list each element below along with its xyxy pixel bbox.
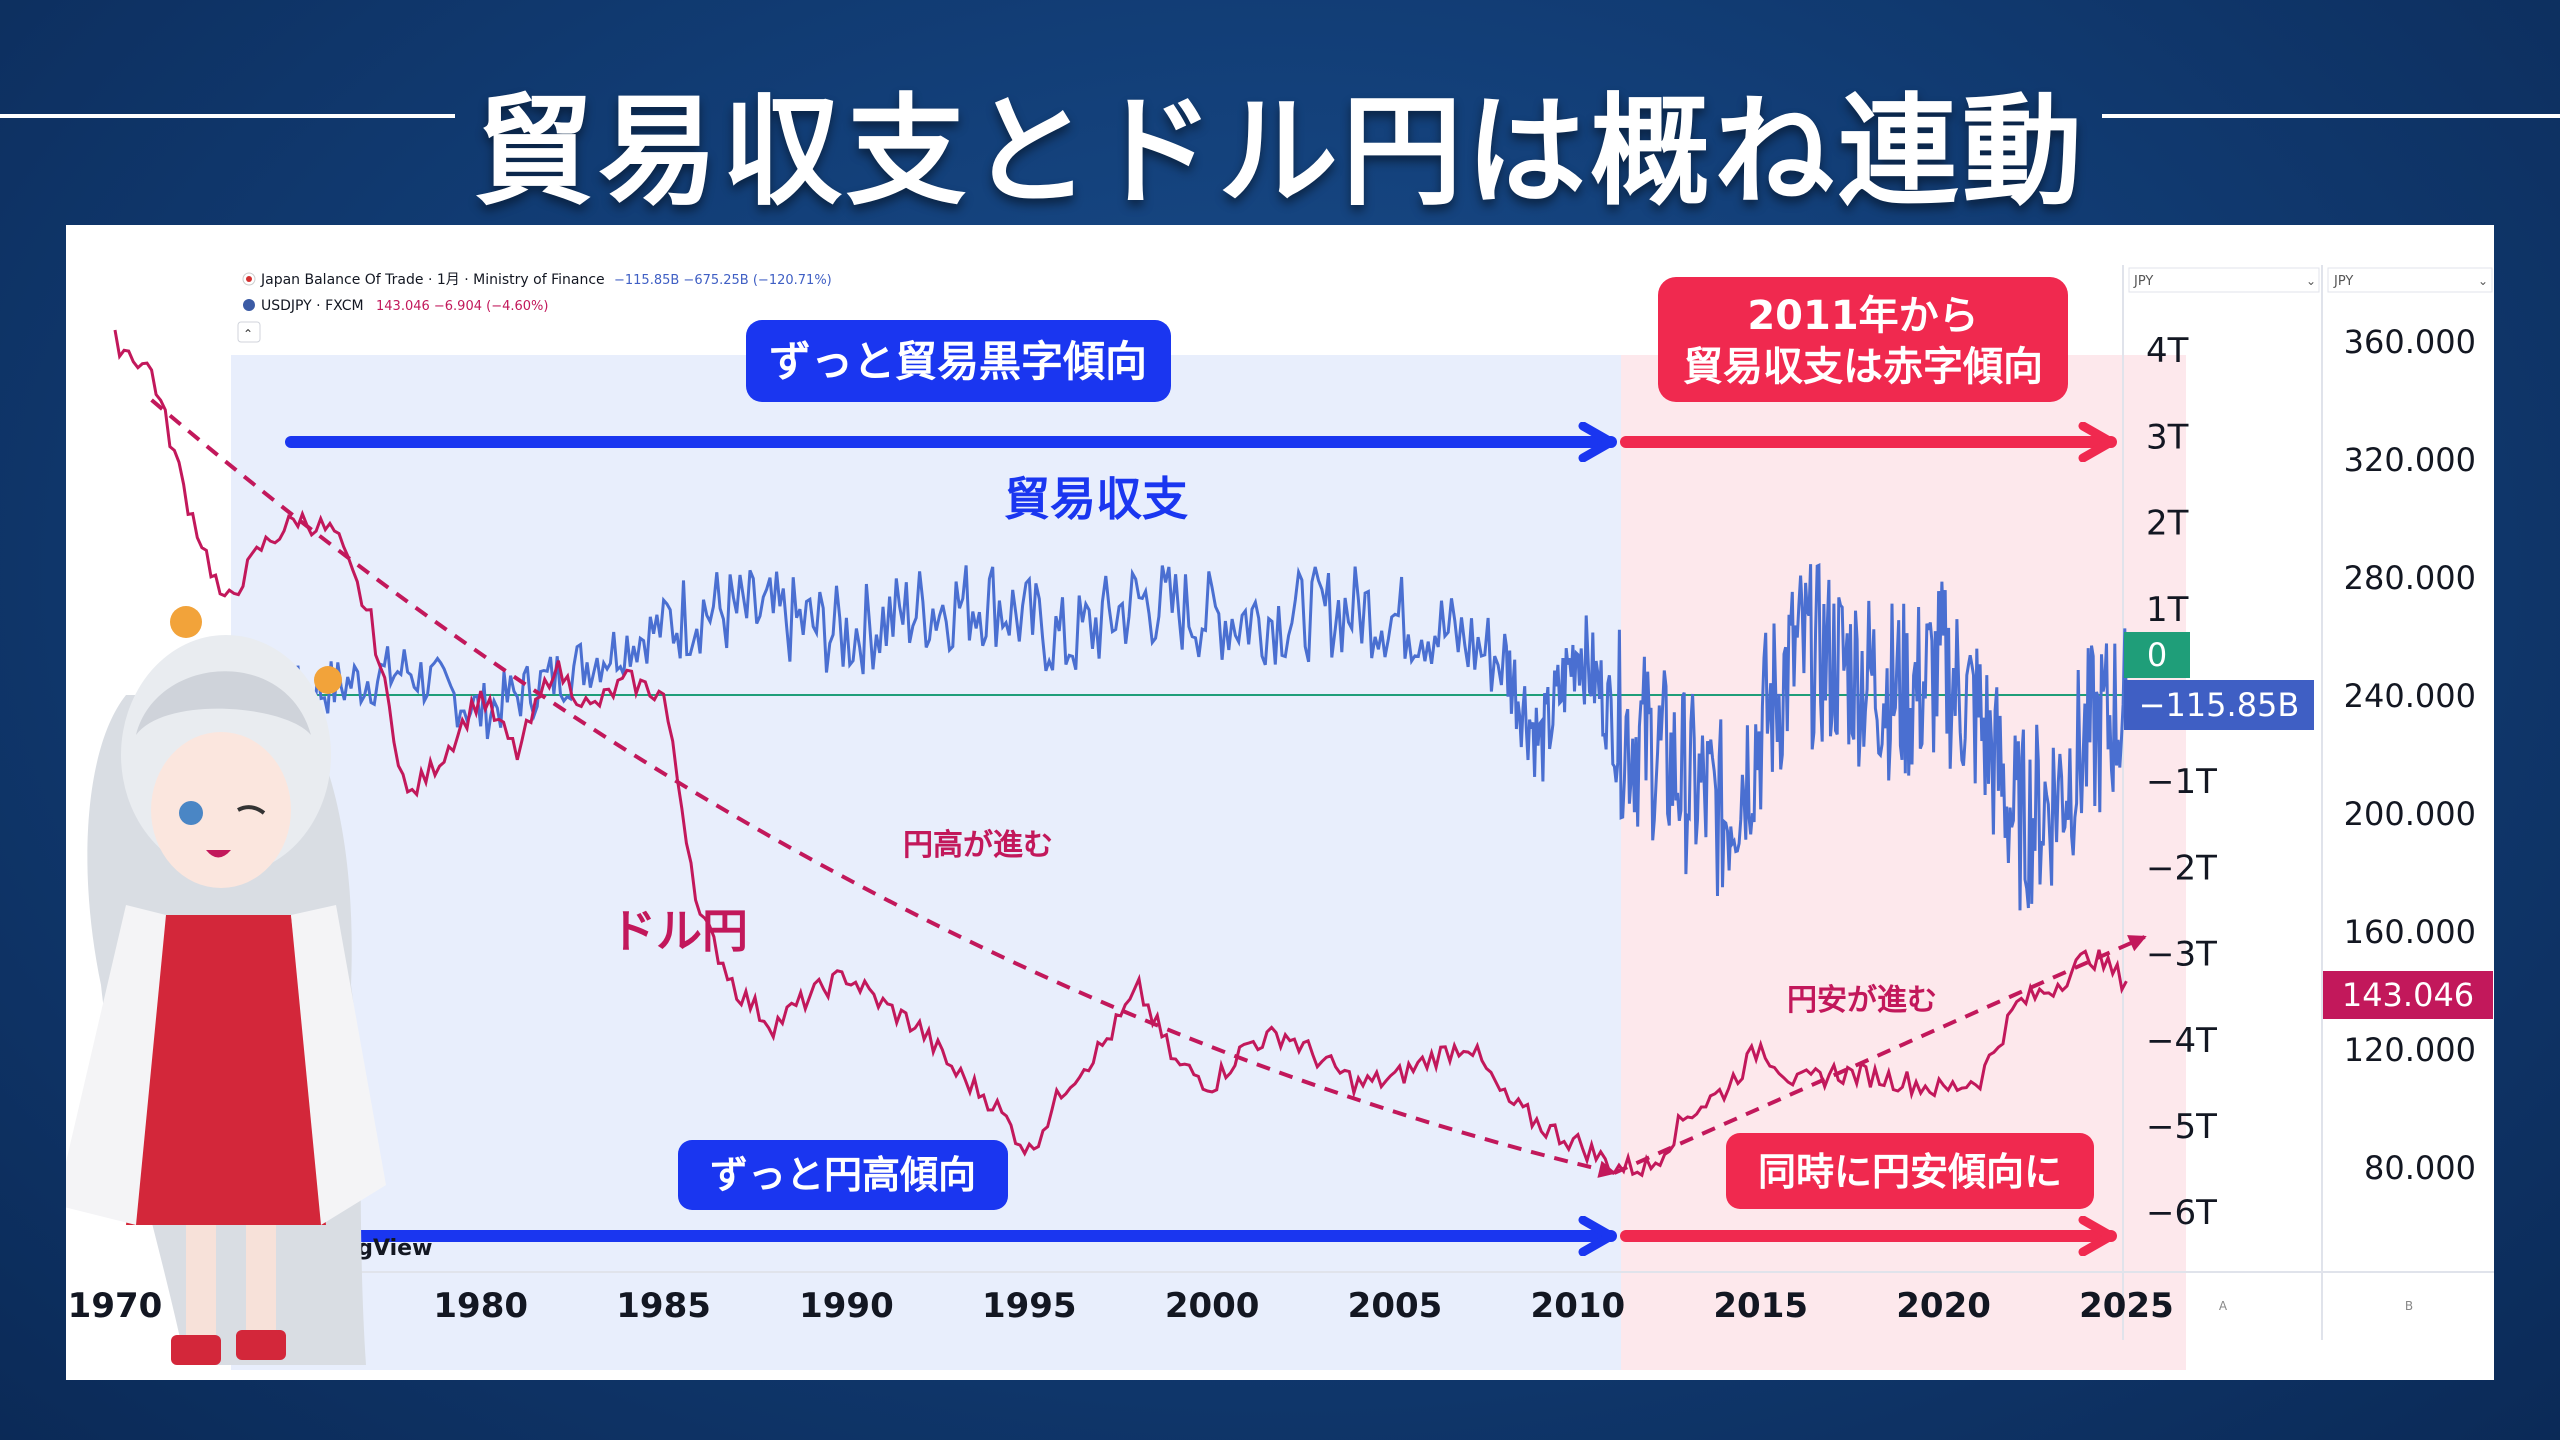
title-rule-right	[2102, 114, 2560, 118]
usdjpy-tick-label: 360.000	[2344, 323, 2476, 361]
zero-value-label: 0	[2147, 636, 2167, 674]
scale-a-unit-box[interactable]	[2128, 267, 2320, 293]
usdjpy-current-box	[2323, 971, 2493, 1019]
weak-yen-era-label: 同時に円安傾向に	[1758, 1150, 2062, 1194]
scale-b-unit: JPY	[2333, 274, 2353, 289]
usdjpy-current-value: 143.046	[2342, 976, 2474, 1014]
trade-balance-tick-label: −2T	[2146, 848, 2217, 888]
usdjpy-line	[113, 329, 2128, 1178]
deficit-era-label-line1: 2011年から	[1747, 293, 1978, 339]
x-tick-label: 1985	[616, 1286, 711, 1326]
legend-trade-balance[interactable]: Japan Balance Of Trade · 1月 · Ministry o…	[260, 272, 605, 288]
x-tick-label: 2020	[1896, 1286, 1991, 1326]
trade-balance-tick-label: −1T	[2146, 762, 2217, 802]
trade-balance-label: 貿易収支	[1004, 472, 1188, 526]
page-title: 貿易収支とドル円は概ね連動	[474, 83, 2086, 222]
x-tick-label: 1980	[433, 1286, 528, 1326]
chevron-down-icon[interactable]: ⌄	[2306, 274, 2316, 288]
usdjpy-tick-label: 280.000	[2344, 559, 2476, 597]
usdjpy-tick-label: 200.000	[2344, 795, 2476, 833]
trend-line-yen-strengthens	[150, 398, 1617, 1178]
zero-value-box	[2124, 632, 2190, 678]
x-tick-label: 1970	[68, 1286, 163, 1326]
usdjpy-label: ドル円	[610, 904, 748, 958]
x-tick-label: 2025	[2079, 1286, 2174, 1326]
x-tick-label: 2000	[1165, 1286, 1260, 1326]
x-tick-label: 1990	[799, 1286, 894, 1326]
usdjpy-tick-label: 120.000	[2344, 1031, 2476, 1069]
trade-balance-current-value: −115.85B	[2139, 686, 2300, 724]
legend-collapse-button[interactable]	[237, 321, 261, 343]
trade-balance-tick-label: 3T	[2146, 417, 2189, 457]
flag-us-icon	[243, 299, 255, 311]
legend-usdjpy[interactable]: USDJPY · FXCM	[261, 298, 364, 314]
surplus-era-label-box	[746, 320, 1171, 402]
deficit-era-label-line2: 貿易収支は赤字傾向	[1683, 344, 2043, 390]
character-illustration	[66, 606, 386, 1365]
usdjpy-axis: 360.000 320.000 280.000 240.000 200.000 160.0…	[2344, 323, 2476, 1187]
chart: JPY ⌄ JPY ⌄ Japan Balance Of Trade · 1月 …	[66, 265, 2494, 1370]
trade-balance-current-box	[2124, 680, 2314, 730]
series-trade-balance	[187, 562, 2128, 911]
trade-balance-line	[187, 562, 2128, 911]
series-usdjpy	[113, 329, 2128, 1178]
x-tick-label: 2015	[1713, 1286, 1808, 1326]
x-tick-label: 1995	[982, 1286, 1077, 1326]
usdjpy-tick-label: 80.000	[2364, 1149, 2476, 1187]
trade-balance-tick-label: −5T	[2146, 1107, 2217, 1147]
deficit-era-label-box	[1658, 277, 2068, 402]
usdjpy-tick-label: 160.000	[2344, 913, 2476, 951]
scale-b-unit-box[interactable]	[2327, 267, 2493, 293]
flag-japan-dot	[246, 276, 252, 282]
strong-yen-era-label-box	[678, 1140, 1008, 1210]
deficit-region	[1621, 355, 2186, 1370]
yen-strengthens-label: 円高が進む	[903, 828, 1053, 863]
weak-yen-era-label-box	[1726, 1133, 2094, 1209]
usdjpy-tick-label: 240.000	[2344, 677, 2476, 715]
trade-balance-tick-label: 4T	[2146, 331, 2189, 371]
chevron-down-icon[interactable]: ⌄	[2478, 274, 2488, 288]
title-bar: 貿易収支とドル円は概ね連動	[0, 40, 2560, 222]
trade-balance-tick-label: 1T	[2146, 590, 2189, 630]
trade-balance-tick-label: −3T	[2146, 935, 2217, 975]
trend-lines	[150, 398, 2147, 1178]
title-rule-left	[0, 114, 455, 118]
trade-balance-axis: 4T 3T 2T 1T −1T −2T −3T −4T −5T −6T	[2146, 331, 2217, 1233]
usdjpy-tick-label: 320.000	[2344, 441, 2476, 479]
x-tick-label: 2005	[1348, 1286, 1443, 1326]
strong-yen-era-label: ずっと円高傾向	[710, 1153, 976, 1197]
yen-weakens-label: 円安が進む	[1787, 983, 1937, 1018]
x-tick-label: 2010	[1531, 1286, 1626, 1326]
legend-trade-balance-values: −115.85B −675.25B (−120.71%)	[614, 273, 832, 288]
scale-a-unit: JPY	[2133, 274, 2153, 289]
trade-balance-tick-label: −4T	[2146, 1021, 2217, 1061]
trade-balance-tick-label: −6T	[2146, 1193, 2217, 1233]
trade-balance-tick-label: 2T	[2146, 504, 2189, 544]
trend-line-yen-weakens	[1613, 935, 2147, 1175]
legend-usdjpy-values: 143.046 −6.904 (−4.60%)	[376, 299, 548, 314]
chart-panel: JPY ⌄ JPY ⌄ Japan Balance Of Trade · 1月 …	[66, 225, 2494, 1380]
scale-a-corner-label: A	[2219, 1299, 2228, 1313]
scale-b-corner-label: B	[2405, 1299, 2413, 1313]
surplus-era-label: ずっと貿易黒字傾向	[769, 337, 1147, 386]
chevron-up-icon: ⌃	[243, 327, 253, 341]
